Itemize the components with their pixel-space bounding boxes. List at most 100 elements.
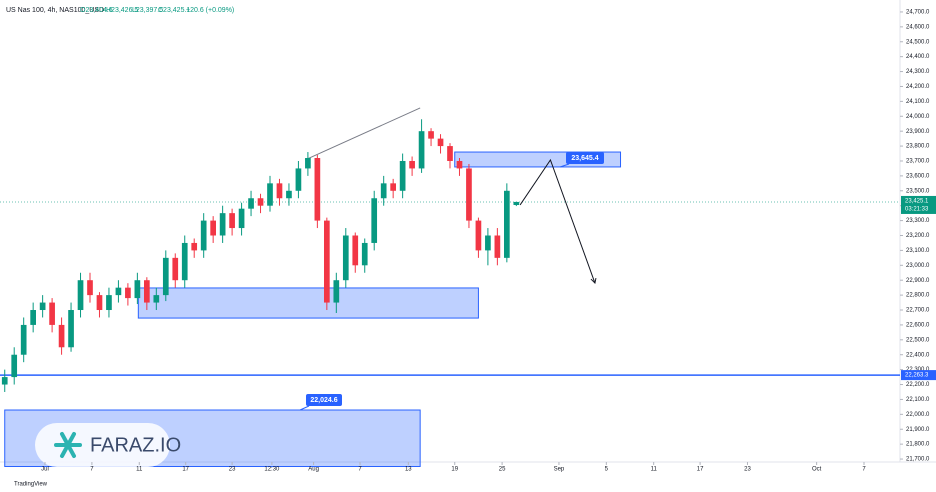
y-tick-label: 24,300.0: [906, 69, 930, 75]
candle-body: [324, 220, 330, 303]
candle-body: [409, 160, 415, 169]
level-label: 22,263.3: [905, 373, 929, 379]
symbol: US Nas 100, 4h, NAS100_USD: [6, 7, 104, 14]
x-tick-label: 17: [697, 467, 704, 473]
candle-body: [87, 280, 93, 296]
y-tick-label: 23,700.0: [906, 159, 930, 165]
candle-body: [49, 302, 55, 325]
y-tick-label: 23,800.0: [906, 144, 930, 150]
y-tick-label: 24,200.0: [906, 84, 930, 90]
y-tick-label: 24,700.0: [906, 10, 930, 16]
y-tick-label: 24,500.0: [906, 39, 930, 45]
label-pointer: [299, 405, 310, 411]
candle-body: [456, 160, 463, 169]
y-tick-label: 24,000.0: [906, 114, 930, 120]
y-tick-label: 21,800.0: [906, 442, 930, 448]
candle-body: [485, 235, 491, 251]
label-box: [566, 152, 604, 164]
candle-body: [475, 220, 482, 251]
candle-body: [181, 242, 188, 281]
x-tick-label: 5: [605, 467, 609, 473]
x-tick-label: 13: [405, 467, 412, 473]
x-tick-label: Aug: [308, 467, 319, 473]
ohlc-low: L23,397.5: [132, 7, 163, 14]
y-tick-label: 23,100.0: [906, 248, 930, 254]
x-tick-label: 11: [651, 467, 658, 473]
candle-body: [144, 280, 150, 303]
x-tick-label: 12:30: [264, 467, 280, 473]
candle-body: [162, 257, 169, 296]
ohlc-close: C23,425.1: [158, 7, 190, 14]
x-tick-label: Sep: [554, 467, 565, 473]
candle-body: [200, 220, 207, 251]
candle-body: [153, 295, 160, 303]
y-tick-label: 23,600.0: [906, 173, 930, 179]
current-price-label: 23,425.1: [905, 199, 929, 205]
candle-body: [418, 131, 425, 169]
ohlc-high: H23,426.5: [106, 7, 138, 14]
ohlc-open: O23,404.6: [80, 7, 113, 14]
candle-body: [68, 310, 74, 348]
trend-line: [304, 107, 421, 161]
candle-body: [125, 287, 131, 299]
candle-body: [238, 208, 245, 229]
x-tick-label: 7: [358, 467, 362, 473]
candle-body: [106, 295, 112, 311]
candle-body: [361, 242, 368, 266]
x-tick-label: Oct: [812, 467, 822, 473]
current-price-box: [901, 195, 936, 214]
y-tick-label: 24,100.0: [906, 99, 930, 105]
y-tick-label: 24,400.0: [906, 54, 930, 60]
logo-text: FARAZ.IO: [90, 434, 181, 456]
y-tick-label: 22,500.0: [906, 337, 930, 343]
x-tick-label: 7: [862, 467, 866, 473]
candle-body: [504, 190, 510, 258]
candle-body: [494, 235, 501, 258]
y-tick-label: 22,400.0: [906, 352, 930, 358]
y-tick-label: 23,000.0: [906, 263, 930, 269]
y-tick-label: 22,900.0: [906, 278, 930, 284]
candle-body: [380, 183, 387, 199]
candle-body: [276, 183, 283, 199]
candle-body: [352, 235, 359, 266]
candle-body: [314, 158, 321, 221]
candle-body: [77, 280, 84, 311]
x-tick-label: 17: [182, 467, 189, 473]
y-tick-label: 22,800.0: [906, 293, 930, 299]
candle-body: [286, 190, 292, 199]
countdown: 03:21:33: [905, 207, 929, 213]
candle-body: [229, 213, 235, 229]
candle-body: [191, 242, 198, 251]
candle-body: [513, 201, 520, 206]
candle-body: [58, 324, 65, 348]
candle-body: [333, 280, 340, 303]
zone: [137, 287, 479, 319]
projection-arrow: [590, 277, 597, 285]
y-tick-label: 22,700.0: [906, 308, 930, 314]
y-tick-label: 22,000.0: [906, 412, 930, 418]
x-tick-label: 23: [744, 467, 751, 473]
candle-body: [11, 354, 18, 378]
label-text: 23,645.4: [571, 155, 598, 162]
x-tick-label: 11: [136, 467, 143, 473]
candle-body: [295, 168, 302, 191]
label-box: [306, 394, 342, 406]
candle-body: [210, 220, 216, 236]
y-tick-label: 23,900.0: [906, 129, 930, 135]
y-tick-label: 22,600.0: [906, 322, 930, 328]
candle-body: [390, 183, 396, 191]
candle-body: [305, 158, 311, 169]
candle-body: [1, 377, 8, 385]
y-tick-label: 24,600.0: [906, 24, 930, 30]
candle-body: [428, 131, 434, 139]
x-tick-label: 25: [499, 467, 506, 473]
y-tick-label: 21,900.0: [906, 427, 930, 433]
candle-body: [248, 198, 254, 209]
candle-body: [437, 138, 444, 147]
candle-body: [466, 168, 472, 221]
level-box: [901, 370, 936, 381]
footer: TradingView: [14, 482, 48, 488]
y-tick-label: 22,200.0: [906, 382, 930, 388]
label-pointer: [559, 163, 570, 168]
